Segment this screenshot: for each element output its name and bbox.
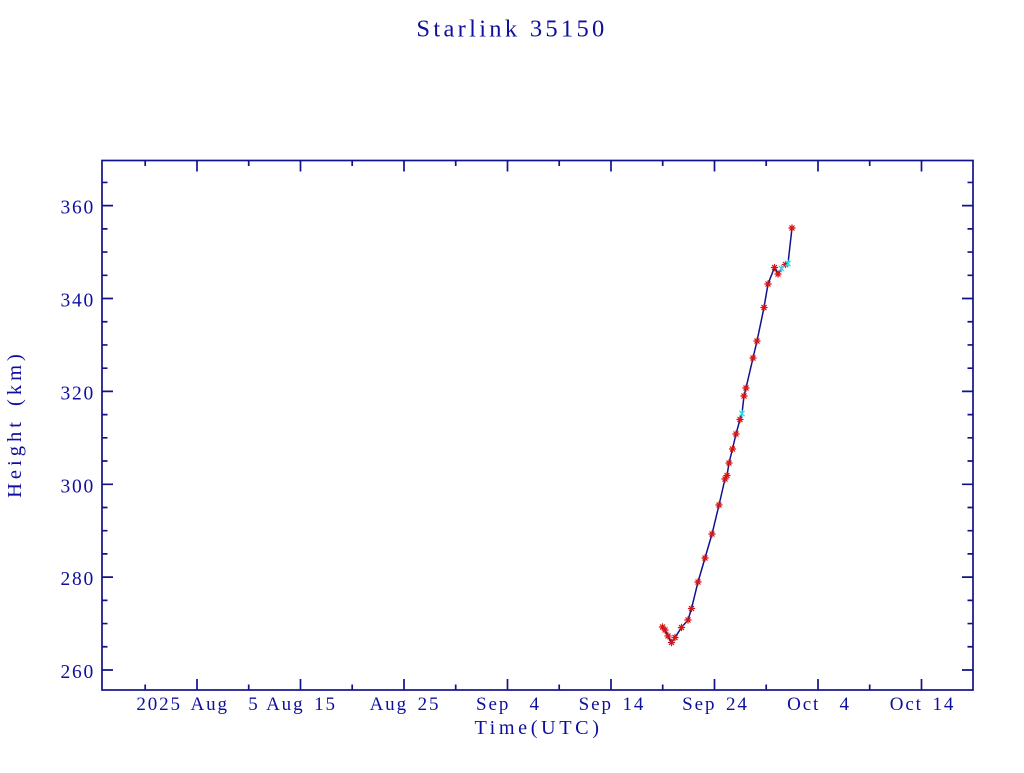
svg-text:Oct 14: Oct 14 bbox=[890, 694, 956, 715]
svg-text:360: 360 bbox=[61, 198, 96, 219]
svg-text:Sep 24: Sep 24 bbox=[682, 694, 749, 715]
svg-text:Time(UTC): Time(UTC) bbox=[474, 717, 602, 739]
svg-text:Oct 4: Oct 4 bbox=[787, 694, 851, 715]
svg-text:Starlink 35150: Starlink 35150 bbox=[416, 16, 607, 43]
svg-text:2025 Aug 5: 2025 Aug 5 bbox=[136, 694, 259, 715]
svg-text:280: 280 bbox=[61, 569, 96, 590]
svg-text:320: 320 bbox=[61, 383, 96, 404]
svg-text:Height (km): Height (km) bbox=[4, 350, 26, 498]
svg-text:260: 260 bbox=[61, 662, 96, 683]
svg-text:Aug 15: Aug 15 bbox=[266, 694, 337, 715]
svg-text:340: 340 bbox=[61, 290, 96, 311]
svg-text:300: 300 bbox=[61, 476, 96, 497]
svg-text:Sep 4: Sep 4 bbox=[476, 694, 541, 715]
svg-text:Aug 25: Aug 25 bbox=[370, 694, 441, 715]
svg-text:Sep 14: Sep 14 bbox=[579, 694, 646, 715]
